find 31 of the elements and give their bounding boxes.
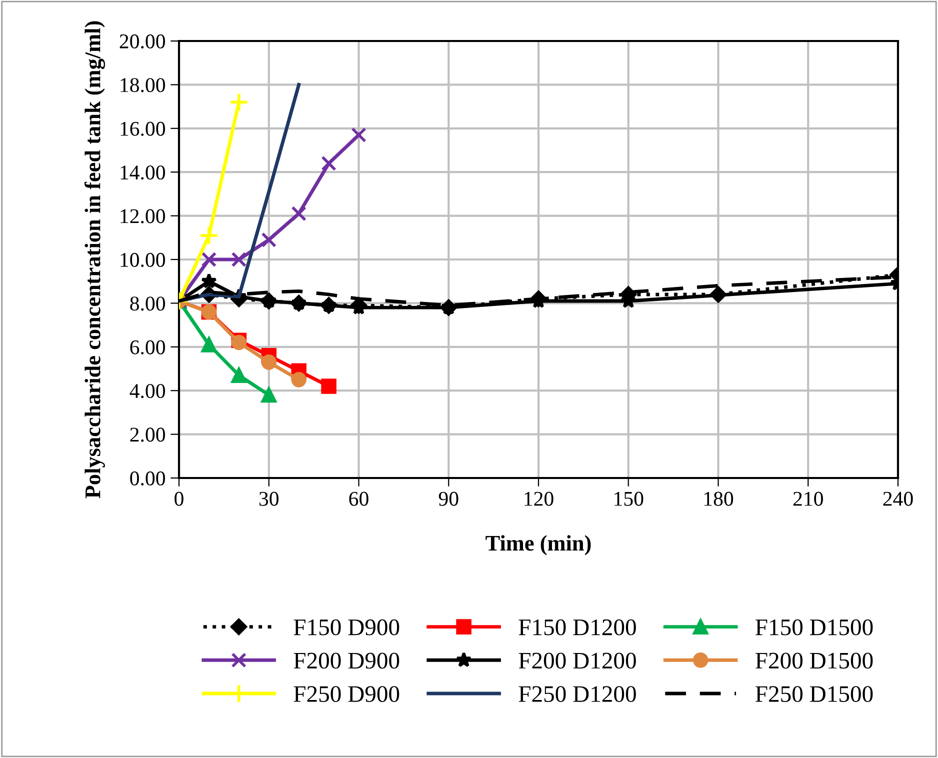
legend-label: F150 D1500 <box>756 619 873 636</box>
legend-label: F150 D1200 <box>518 619 636 636</box>
legend-label: F200 D1200 <box>518 652 636 669</box>
x-axis-title: Time (min) <box>486 535 591 556</box>
y-tick-label: 10.00 <box>120 252 166 268</box>
y-tick-label: 4.00 <box>130 384 166 398</box>
x-tick-label: 210 <box>793 492 823 506</box>
legend-label: F200 D1500 <box>756 652 873 669</box>
legend-label: F200 D900 <box>294 652 400 669</box>
y-tick-label: 18.00 <box>120 78 166 92</box>
y-tick-label: 6.00 <box>130 340 166 354</box>
x-tick-label: 0 <box>174 492 184 506</box>
legend-label: F250 D900 <box>294 686 400 702</box>
x-tick-label: 30 <box>259 492 278 506</box>
y-tick-label: 20.00 <box>120 34 166 49</box>
y-tick-label: 0.00 <box>130 471 166 486</box>
x-tick-label: 150 <box>614 492 644 506</box>
x-tick-label: 180 <box>704 492 734 506</box>
legend-label: F250 D1500 <box>756 686 873 702</box>
y-axis-title: Polysaccharide concentration in feed tank (mg/ml) <box>84 21 106 498</box>
y-tick-label: 2.00 <box>130 428 166 442</box>
x-tick-label: 90 <box>438 492 458 506</box>
legend-label: F150 D900 <box>294 619 400 636</box>
y-tick-label: 16.00 <box>120 122 166 136</box>
y-tick-label: 12.00 <box>120 209 166 224</box>
y-tick-label: 14.00 <box>120 165 166 180</box>
legend-label: F250 D1200 <box>518 686 636 702</box>
x-tick-label: 120 <box>524 492 554 506</box>
x-tick-label: 240 <box>883 492 913 506</box>
y-tick-label: 8.00 <box>130 296 166 311</box>
x-tick-label: 60 <box>349 492 368 506</box>
